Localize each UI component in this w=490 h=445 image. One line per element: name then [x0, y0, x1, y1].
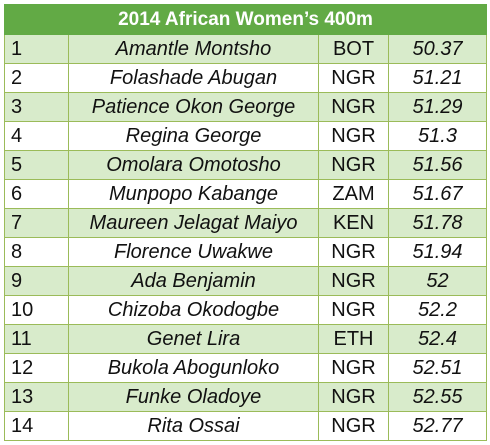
- time-cell: 50.37: [387, 34, 488, 64]
- rank-cell: 8: [4, 237, 69, 267]
- rank-cell: 2: [4, 63, 69, 93]
- rank-cell: 12: [4, 353, 69, 383]
- time-cell: 51.3: [387, 121, 488, 151]
- nation-cell: BOT: [318, 34, 389, 64]
- nation-cell: NGR: [318, 411, 389, 441]
- time-cell: 52.55: [387, 382, 488, 412]
- nation-cell: ZAM: [318, 179, 389, 209]
- nation-cell: NGR: [318, 382, 389, 412]
- table-row: 10 Chizoba Okodogbe NGR 52.2: [4, 295, 488, 325]
- nation-cell: NGR: [318, 237, 389, 267]
- table-row: 13 Funke Oladoye NGR 52.55: [4, 382, 488, 412]
- athlete-name-cell: Folashade Abugan: [68, 63, 319, 93]
- athlete-name-cell: Munpopo Kabange: [68, 179, 319, 209]
- athlete-name-cell: Ada Benjamin: [68, 266, 319, 296]
- table-body: 1 Amantle Montsho BOT 50.37 2 Folashade Abuga…: [4, 34, 488, 441]
- rank-cell: 4: [4, 121, 69, 151]
- athlete-name-cell: Bukola Abogunloko: [68, 353, 319, 383]
- nation-cell: NGR: [318, 121, 389, 151]
- table-header-row: 2014 African Women’s 400m: [3, 4, 488, 35]
- table-row: 7 Maureen Jelagat Maiyo KEN 51.78: [4, 208, 488, 238]
- athlete-name-cell: Amantle Montsho: [68, 34, 319, 64]
- table-title: 2014 African Women’s 400m: [3, 4, 488, 35]
- table-row: 1 Amantle Montsho BOT 50.37: [4, 34, 488, 64]
- table-row: 3 Patience Okon George NGR 51.29: [4, 92, 488, 122]
- time-cell: 51.94: [387, 237, 488, 267]
- rank-cell: 10: [4, 295, 69, 325]
- rank-cell: 7: [4, 208, 69, 238]
- time-cell: 52.51: [387, 353, 488, 383]
- table-row: 12 Bukola Abogunloko NGR 52.51: [4, 353, 488, 383]
- rank-cell: 13: [4, 382, 69, 412]
- time-cell: 52: [387, 266, 488, 296]
- rank-cell: 3: [4, 92, 69, 122]
- nation-cell: NGR: [318, 295, 389, 325]
- nation-cell: NGR: [318, 63, 389, 93]
- time-cell: 52.4: [387, 324, 488, 354]
- athlete-name-cell: Omolara Omotosho: [68, 150, 319, 180]
- rank-cell: 5: [4, 150, 69, 180]
- nation-cell: KEN: [318, 208, 389, 238]
- time-cell: 51.21: [387, 63, 488, 93]
- athlete-name-cell: Maureen Jelagat Maiyo: [68, 208, 319, 238]
- rank-cell: 1: [4, 34, 69, 64]
- rank-cell: 6: [4, 179, 69, 209]
- table-row: 5 Omolara Omotosho NGR 51.56: [4, 150, 488, 180]
- time-cell: 52.2: [387, 295, 488, 325]
- athlete-name-cell: Patience Okon George: [68, 92, 319, 122]
- table-row: 4 Regina George NGR 51.3: [4, 121, 488, 151]
- athlete-name-cell: Florence Uwakwe: [68, 237, 319, 267]
- time-cell: 51.56: [387, 150, 488, 180]
- time-cell: 51.67: [387, 179, 488, 209]
- nation-cell: NGR: [318, 353, 389, 383]
- nation-cell: NGR: [318, 266, 389, 296]
- athlete-name-cell: Funke Oladoye: [68, 382, 319, 412]
- table-row: 2 Folashade Abugan NGR 51.21: [4, 63, 488, 93]
- nation-cell: NGR: [318, 92, 389, 122]
- nation-cell: NGR: [318, 150, 389, 180]
- rank-cell: 11: [4, 324, 69, 354]
- table-row: 9 Ada Benjamin NGR 52: [4, 266, 488, 296]
- nation-cell: ETH: [318, 324, 389, 354]
- time-cell: 51.78: [387, 208, 488, 238]
- table-row: 14 Rita Ossai NGR 52.77: [4, 411, 488, 441]
- time-cell: 52.77: [387, 411, 488, 441]
- table-row: 6 Munpopo Kabange ZAM 51.67: [4, 179, 488, 209]
- athlete-name-cell: Regina George: [68, 121, 319, 151]
- results-table: 2014 African Women’s 400m 1 Amantle Monts…: [3, 4, 488, 441]
- time-cell: 51.29: [387, 92, 488, 122]
- table-row: 8 Florence Uwakwe NGR 51.94: [4, 237, 488, 267]
- athlete-name-cell: Rita Ossai: [68, 411, 319, 441]
- table-row: 11 Genet Lira ETH 52.4: [4, 324, 488, 354]
- rank-cell: 14: [4, 411, 69, 441]
- results-table-container: 2014 African Women’s 400m 1 Amantle Monts…: [3, 4, 488, 441]
- athlete-name-cell: Genet Lira: [68, 324, 319, 354]
- athlete-name-cell: Chizoba Okodogbe: [68, 295, 319, 325]
- rank-cell: 9: [4, 266, 69, 296]
